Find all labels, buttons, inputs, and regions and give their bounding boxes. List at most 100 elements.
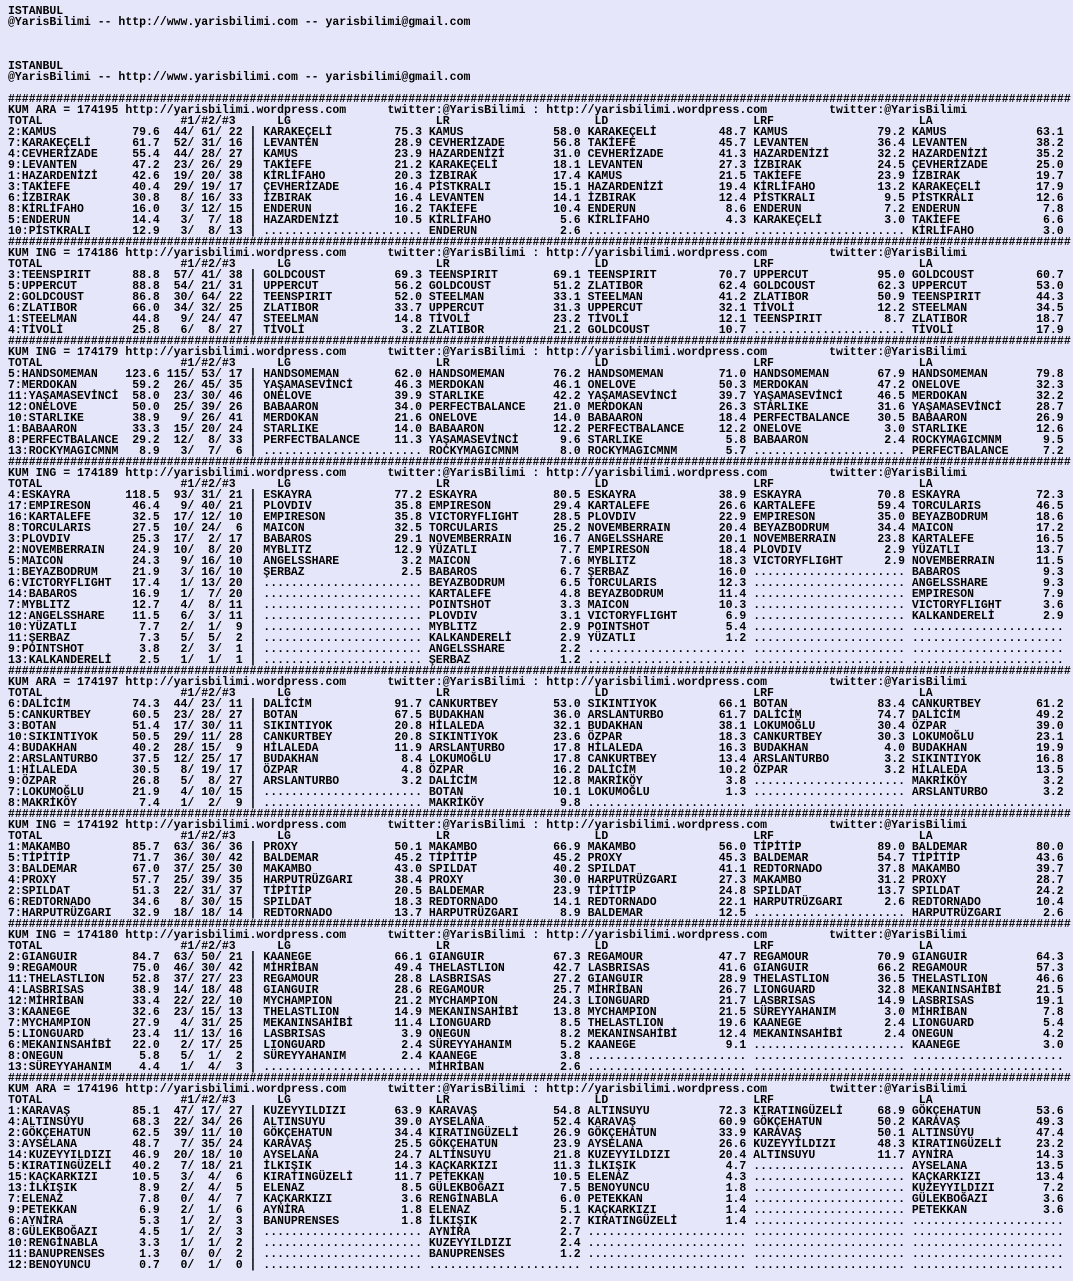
ld-horse-name: MEKANINSAHİBİ <box>587 1028 678 1041</box>
lrf-score: 8.7 <box>884 313 906 326</box>
column-divider: | <box>249 753 257 766</box>
column-divider: | <box>249 1039 257 1052</box>
lr-score: 21.8 <box>553 1149 581 1162</box>
ld-score: 38.1 <box>718 720 747 733</box>
horse-placings: 34/ 32/ 25 <box>166 302 243 315</box>
lrf-score: 3.2 <box>884 753 906 766</box>
lrf-horse-name: STARLIKE <box>753 401 809 414</box>
lrf-empty-cell: ...................... <box>753 632 906 645</box>
lrf-score: 30.3 <box>877 731 905 744</box>
label-la: LA <box>918 1094 933 1107</box>
la-horse-name: DALİCİM <box>911 709 961 722</box>
ld-horse-name: İLKIŞIK <box>587 1160 636 1173</box>
lrf-score: 31.2 <box>877 874 905 887</box>
lrf-empty-cell: ...................... <box>753 445 906 458</box>
twitter-handle: twitter:@YarisBilimi <box>387 1083 526 1096</box>
la-horse-name: ALTINSUYU <box>911 1127 975 1140</box>
column-divider: | <box>249 786 257 799</box>
lrf-score: 3.2 <box>884 764 906 777</box>
ld-horse-name: TİPİTİP <box>587 885 636 898</box>
lg-horse-name: KİRLİFAHO <box>263 170 326 183</box>
table-row: 9:POINTSHOT 3.8 2/ 3/ 1 |.................… <box>8 643 1073 656</box>
ld-horse-name: LEVANTEN <box>587 159 643 172</box>
horse-placings: 12/ 8/ 33 <box>166 434 243 447</box>
la-horse-name: KARAVAŞ <box>911 1116 961 1129</box>
lr-horse-name: TAKİEFE <box>428 203 478 216</box>
lg-score: 14.3 <box>394 1160 422 1173</box>
horse-total-score: 4.5 <box>139 1226 160 1239</box>
la-horse-name: ROCKYMAGICMNM <box>911 434 1002 447</box>
label-lr: LR <box>435 830 450 843</box>
column-divider: | <box>249 313 257 326</box>
horse-total-name: 1:BEYAZBODRUM <box>8 566 98 579</box>
lg-horse-name: KAÇKARKIZI <box>263 1193 333 1206</box>
la-empty-cell: ...................... <box>911 621 1064 634</box>
label-lr: LR <box>435 115 450 128</box>
city-line: ISTANBUL <box>8 6 1073 18</box>
horse-total-score: 14.4 <box>132 214 160 227</box>
table-row: 5:HANDSOMEMAN 123.6 115/ 53/ 17 | HANDSOMEMA… <box>8 369 1073 381</box>
ld-score: 24.8 <box>718 885 747 898</box>
race-title: KUM ING = 174192 http://yarisbilimi.word… <box>8 819 347 832</box>
label-lg: LG <box>277 115 291 128</box>
horse-placings: 9/ 40/ 21 <box>166 500 243 513</box>
table-row: 1:BEYAZBODRUM 21.9 3/ 16/ 10 | ŞERBAZ 2.5 BAB… <box>8 566 1073 579</box>
la-horse-name: GÜLEKBOĞAZI <box>911 1193 988 1206</box>
ld-empty-cell: ....................... <box>587 643 747 656</box>
la-horse-name: MAKRİKÖY <box>911 775 968 788</box>
la-score: 3.0 <box>1043 1039 1064 1052</box>
column-divider: | <box>249 181 257 194</box>
lrf-horse-name: REDTORNADO <box>753 863 823 876</box>
ld-horse-name: BENOYUNCU <box>587 1182 650 1195</box>
ld-horse-name: CEVHERİZADE <box>587 148 664 161</box>
horse-total-score: 40.2 <box>132 742 160 755</box>
ld-horse-name: MYBLITZ <box>587 555 636 568</box>
lr-score: 4.8 <box>560 588 581 601</box>
lrf-score: 89.0 <box>877 841 905 854</box>
lrf-score: 13.7 <box>877 885 905 898</box>
lr-horse-name: AYNİRA <box>428 1226 471 1239</box>
horse-total-score: 51.3 <box>132 885 160 898</box>
table-row: 5:MAICON 24.3 9/ 16/ 10 | ANGELSSHARE 3.2 MAI… <box>8 555 1073 568</box>
lrf-horse-name: GÖKÇEHATUN <box>753 1116 823 1129</box>
lrf-empty-cell: ...................... <box>753 1248 906 1261</box>
lg-horse-name: BABAROS <box>263 533 312 546</box>
horse-total-name: 10:PİSTKRALI <box>8 225 91 238</box>
race-title: KUM ARA = 174197 http://yarisbilimi.word… <box>8 676 347 689</box>
horse-placings: 23/ 30/ 46 <box>166 390 243 403</box>
la-horse-name: TORCULARIS <box>911 500 981 513</box>
horse-total-name: 3:TEENSPIRIT <box>8 269 91 282</box>
site-link: : http://yarisbilimi.wordpress.com <box>532 819 768 832</box>
ld-score: 10.2 <box>718 764 747 777</box>
ld-score: 19.4 <box>718 181 747 194</box>
lrf-empty-cell: ...................... <box>753 1259 906 1272</box>
table-row: 10:YÜZATLI 7.7 2/ 1/ 9 |..................… <box>8 621 1073 634</box>
horse-total-name: 3:PLOVDIV <box>8 533 71 546</box>
race-header: KUM ING = 174180 http://yarisbilimi.word… <box>8 930 1073 942</box>
horse-placings: 52/ 31/ 16 <box>166 137 243 150</box>
label-lg: LG <box>277 1094 291 1107</box>
column-divider: | <box>249 1149 257 1162</box>
horse-placings: 1/ 7/ 20 <box>166 588 243 601</box>
horse-placings: 23/ 15/ 13 <box>166 1006 243 1019</box>
table-row: 7:MERDOKAN 59.2 26/ 45/ 35 | YAŞAMASEVİNCİ 4… <box>8 379 1073 392</box>
lg-horse-name: HİLALEDA <box>263 742 319 755</box>
label-places: #1/#2/#3 <box>180 115 236 128</box>
hash-separator: ########################################… <box>8 335 1071 348</box>
horse-total-name: 4:PROXY <box>8 874 57 887</box>
horse-total-name: 11:BANUPRENSES <box>8 1248 105 1261</box>
ld-score: 12.4 <box>718 192 747 205</box>
ld-horse-name: MİHRİBAN <box>587 984 643 997</box>
lg-horse-name: TİVOLİ <box>263 324 305 337</box>
lg-empty-cell: ....................... <box>263 599 423 612</box>
race-header: KUM ARA = 174196 http://yarisbilimi.word… <box>8 1083 1073 1096</box>
horse-total-score: 71.7 <box>132 852 160 865</box>
horse-total-score: 29.2 <box>132 434 160 447</box>
horse-placings: 26/ 45/ 35 <box>166 379 243 392</box>
la-score: 7.2 <box>1043 1182 1064 1195</box>
column-divider: | <box>249 984 257 997</box>
lrf-horse-name: GOLDCOUST <box>753 280 816 293</box>
lrf-score: 50.2 <box>877 1116 905 1129</box>
table-row: 7:MYCHAMPION 27.9 4/ 31/ 25 | MEKANINSAHİBİ… <box>8 1018 1073 1030</box>
ld-empty-cell: ....................... <box>587 1061 747 1074</box>
